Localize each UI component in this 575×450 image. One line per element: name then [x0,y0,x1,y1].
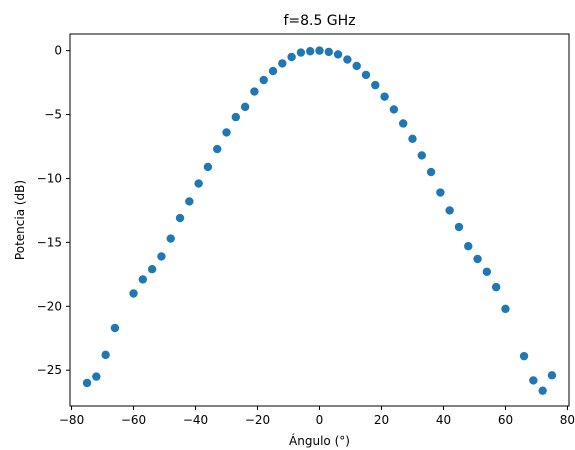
y-tick-label: −15 [37,235,62,249]
data-point [175,213,185,223]
data-point [473,254,482,264]
data-point [352,61,361,71]
data-point [491,282,501,292]
data-point [417,151,426,160]
data-point [426,167,436,177]
x-axis-ticks: −80 −60 −40 −20 0 20 40 60 80 [59,406,575,427]
data-point [203,162,213,172]
data-point [213,144,222,154]
data-point [445,206,454,215]
plot-frame [69,33,570,407]
data-point [529,376,538,385]
data-point [324,47,333,57]
y-tick-label: −25 [37,363,62,377]
data-point [240,102,250,112]
data-point [82,378,92,388]
data-point [315,46,324,55]
data-point [278,59,287,68]
data-points-layer [82,46,557,395]
data-point [482,267,492,276]
data-point [306,47,315,56]
y-tick-label: 0 [54,44,62,58]
data-point [259,75,268,85]
data-point [389,105,399,114]
x-tick-label: −60 [121,413,146,427]
data-point [110,323,120,333]
data-point [166,234,175,243]
x-tick-label: −40 [183,413,208,427]
data-point [371,80,380,90]
data-point [147,265,157,274]
data-point [454,222,464,232]
x-tick-label: 60 [498,413,513,427]
chart-title: f=8.5 GHz [283,13,355,29]
x-tick-label: 40 [436,413,451,427]
data-point [436,188,445,197]
data-point [547,371,557,380]
y-axis-ticks: 0 −5 −10 −15 −20 −25 [37,44,70,377]
data-point [129,289,138,298]
y-axis-label: Potencia (dB) [13,180,27,260]
data-point [157,252,166,261]
x-tick-label: −20 [245,413,270,427]
data-point [408,134,417,144]
data-point [361,70,371,80]
data-point [287,52,296,62]
x-tick-label: 80 [560,413,575,427]
y-tick-label: −10 [37,171,62,185]
x-axis-label: Ángulo (°) [289,433,350,448]
data-point [464,242,473,251]
data-point [333,50,343,59]
data-point [138,275,148,284]
x-tick-label: −80 [59,413,84,427]
data-point [92,372,101,381]
data-point [194,179,203,188]
data-point [398,119,408,128]
data-point [101,350,110,360]
x-tick-label: 20 [374,413,389,427]
data-point [501,304,510,314]
y-tick-label: −5 [44,108,62,122]
data-point [268,66,278,76]
data-point [296,48,306,57]
data-point [343,55,352,64]
data-point [250,87,259,96]
y-tick-label: −20 [37,299,62,313]
data-point [519,351,529,361]
data-point [538,386,547,395]
data-point [185,197,194,206]
data-point [380,92,389,101]
data-point [231,112,241,122]
x-tick-label: 0 [316,413,324,427]
data-point [222,128,231,137]
